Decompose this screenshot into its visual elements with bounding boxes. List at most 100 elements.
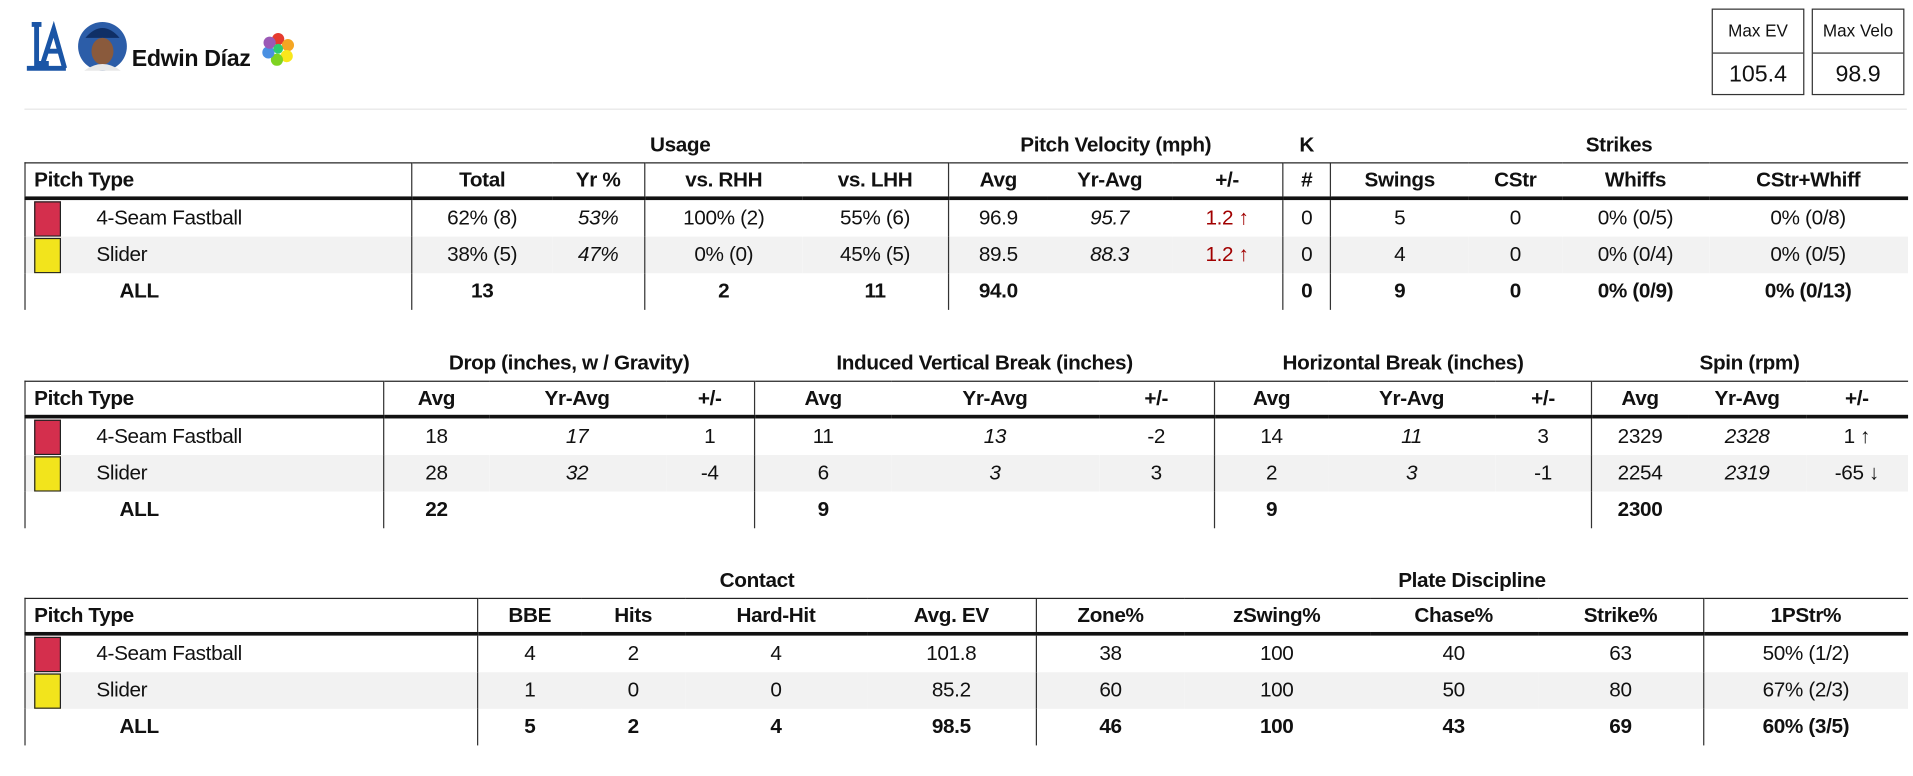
total-cell <box>552 273 645 310</box>
total-cell <box>1495 492 1591 529</box>
column-header: Pitch Type <box>24 597 478 636</box>
data-cell: 1.2 ↑ <box>1171 236 1283 274</box>
total-cell: 2 <box>644 273 803 310</box>
total-label: ALL <box>119 714 160 739</box>
data-cell: 32 <box>488 455 666 492</box>
data-cell: 13 <box>983 424 1007 448</box>
team-logo <box>26 20 68 71</box>
data-table: Usage Pitch Velocity (mph) K Strikes Pitch T… <box>24 127 1908 310</box>
column-header-row: Pitch Type Avg Yr-Avg +/- Avg Yr-Avg +/- Avg Yr-… <box>24 380 1908 419</box>
data-cell: 45% (5) <box>802 236 949 274</box>
player-avatar <box>78 21 127 71</box>
pitcher-icon <box>262 32 295 66</box>
header: Edwin Díaz Max EV 105.4 Max Velo 98.9 <box>0 0 1913 110</box>
data-cell: 0% (0/8) <box>1770 206 1846 230</box>
column-header: Zone% <box>1035 597 1185 636</box>
data-cell: 67% (2/3) <box>1703 672 1908 709</box>
group-header-row: Usage Pitch Velocity (mph) K Strikes <box>25 127 1908 163</box>
data-cell: 89.5 <box>947 236 1048 274</box>
pitch-swatch <box>34 237 61 273</box>
column-header: CStr+Whiff <box>1708 162 1908 201</box>
data-cell: 50% (1/2) <box>1703 633 1908 673</box>
data-cell: 0 <box>581 672 686 709</box>
column-header: Avg <box>1590 380 1688 419</box>
pitch-type: 4-Seam Fastball <box>96 423 242 448</box>
total-cell: 69 <box>1609 714 1632 739</box>
total-row: ALL 5 2 4 98.5 46 100 43 69 60% (3/5) <box>24 708 1908 746</box>
total-label: ALL <box>119 497 160 521</box>
data-table: Contact Plate Discipline Pitch Type BBE Hits… <box>24 562 1908 746</box>
column-header: Whiffs <box>1562 162 1709 201</box>
group-header: Usage <box>649 132 711 156</box>
column-header: BBE <box>477 597 582 636</box>
stat-box: Max Velo 98.9 <box>1811 8 1905 96</box>
data-cell: 0 <box>1509 206 1522 230</box>
total-cell <box>666 492 755 529</box>
column-header: Yr-Avg <box>1687 380 1807 419</box>
column-header: vs. LHH <box>802 162 949 201</box>
data-cell: 11 <box>753 416 892 456</box>
column-header: Avg <box>947 162 1048 201</box>
total-cell: 0% (0/13) <box>1764 279 1852 303</box>
data-cell: 53% <box>577 206 619 230</box>
total-cell: 5 <box>477 708 582 746</box>
data-cell: 40 <box>1442 641 1465 665</box>
total-cell: 0% (0/9) <box>1597 279 1674 303</box>
column-header: CStr <box>1468 162 1563 201</box>
data-cell: 4 <box>770 641 782 665</box>
total-cell: 2300 <box>1590 491 1688 529</box>
pitch-type: Slider <box>96 242 148 266</box>
total-label-cell: ALL <box>24 491 384 529</box>
data-cell: 0% (0) <box>644 236 803 274</box>
data-cell: 1 <box>704 424 716 448</box>
total-cell: 94.0 <box>947 273 1048 310</box>
data-cell: 1 <box>477 672 582 709</box>
data-cell: 100 <box>1184 672 1370 709</box>
data-cell: 3 <box>891 455 1099 492</box>
column-header: Yr % <box>552 162 645 201</box>
total-label-cell: ALL <box>24 708 478 746</box>
column-header: Yr-Avg <box>1327 380 1496 419</box>
column-header: Pitch Type <box>24 162 412 201</box>
total-cell <box>1172 273 1283 310</box>
column-header: +/- <box>1495 380 1592 419</box>
column-header: Yr-Avg <box>891 380 1099 419</box>
column-header: Avg <box>383 380 489 419</box>
pitch-type-cell: Slider <box>24 236 412 274</box>
data-cell: 28 <box>383 455 489 492</box>
stat-box: Max EV 105.4 <box>1711 8 1805 96</box>
data-cell: 0 <box>1282 236 1331 274</box>
data-cell: 0 <box>1282 198 1331 237</box>
data-cell: 14 <box>1213 416 1328 456</box>
stat-label: Max Velo <box>1812 10 1904 54</box>
group-header: Strikes <box>1585 132 1653 156</box>
data-cell: 3 <box>1327 455 1496 492</box>
data-cell: 100 <box>1259 641 1294 665</box>
total-cell <box>1047 273 1171 310</box>
data-cell: -65 ↓ <box>1806 455 1908 492</box>
column-header: 1PStr% <box>1703 597 1908 636</box>
column-header: Hard-Hit <box>685 597 867 636</box>
data-cell: 95.7 <box>1090 206 1130 230</box>
group-header-row: Contact Plate Discipline <box>25 562 1907 598</box>
group-header: Contact <box>719 567 795 592</box>
column-header: vs. RHH <box>644 162 803 201</box>
pitch-swatch <box>34 636 61 672</box>
data-cell: 2319 <box>1687 455 1807 492</box>
divider <box>24 108 1907 110</box>
data-cell: -4 <box>665 455 755 492</box>
group-header: Induced Vertical Break (inches) <box>836 350 1133 374</box>
total-cell <box>489 492 666 529</box>
data-cell: 50 <box>1369 672 1538 709</box>
pitch-row: 4-Seam Fastball 62% (8) 53% 100% (2) 55% (6)… <box>24 198 1908 237</box>
pitch-type: 4-Seam Fastball <box>96 205 242 229</box>
column-header: Total <box>411 162 553 201</box>
column-header: Swings <box>1329 162 1469 201</box>
pitch-row: 4-Seam Fastball 18 17 1 11 13 -2 14 11 3 2329 2328 1… <box>24 416 1908 456</box>
column-header: +/- <box>1098 380 1215 419</box>
data-cell: -1 <box>1495 455 1592 492</box>
group-header: K <box>1299 132 1314 156</box>
data-cell: 38% (5) <box>411 236 553 274</box>
